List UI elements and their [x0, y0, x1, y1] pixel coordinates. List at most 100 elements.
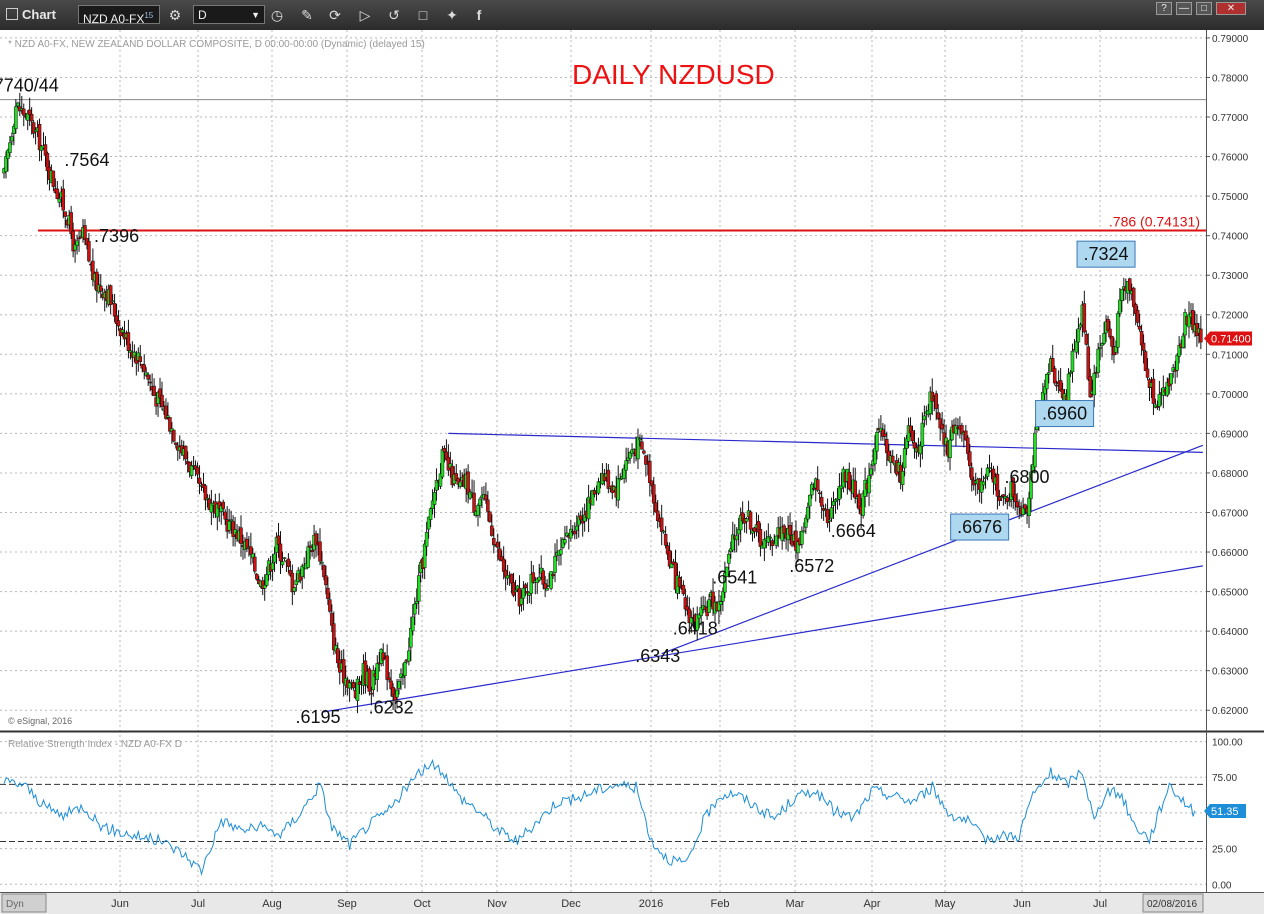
candle-down	[644, 455, 648, 465]
candle-up	[513, 590, 518, 593]
candle-up	[428, 508, 433, 520]
candle-down	[819, 496, 824, 507]
candle-up	[590, 489, 595, 506]
trendline	[448, 432, 1203, 453]
month-label: Nov	[487, 898, 507, 910]
price-annotation: .7396	[94, 226, 139, 246]
candle-up	[950, 426, 954, 441]
play-icon[interactable]: ▷	[359, 7, 371, 23]
candle-down	[37, 124, 42, 151]
symbol-link-icon[interactable]: ⚙	[168, 7, 182, 23]
candle-up	[707, 599, 711, 613]
price-annotation: .7324	[1084, 244, 1129, 264]
candle-up	[320, 562, 324, 564]
pencil-icon[interactable]: ✎	[301, 7, 313, 23]
candle-down	[486, 499, 490, 512]
candle-down	[652, 484, 656, 504]
candle-down	[677, 577, 682, 587]
candle-up	[280, 561, 285, 566]
minimize-button[interactable]: —	[1176, 2, 1192, 15]
price-axis	[1206, 30, 1264, 732]
candle-up	[432, 492, 437, 505]
symbol-delay-badge: 15	[144, 11, 154, 20]
candle-down	[681, 584, 686, 595]
price-tick-label: 0.73000	[1212, 271, 1249, 282]
history-icon[interactable]: ↺	[388, 7, 400, 23]
rsi-title: Relative Strength Index - NZD A0-FX D	[8, 739, 182, 750]
annotation-callout	[950, 513, 1010, 541]
candle-down	[847, 471, 852, 490]
close-button[interactable]: ✕	[1216, 2, 1246, 15]
month-label: Feb	[711, 898, 730, 910]
copyright-label: © eSignal, 2016	[8, 716, 72, 726]
candle-up	[734, 535, 739, 541]
candle-up	[802, 530, 806, 533]
price-tick-label: 0.67000	[1212, 508, 1249, 519]
candle-down	[351, 682, 356, 689]
chart-title: DAILY NZDUSD	[572, 59, 775, 90]
candle-down	[116, 320, 121, 327]
price-tick-label: 0.71000	[1212, 350, 1249, 361]
symbol-input[interactable]: NZD A0-FX15	[78, 5, 160, 26]
candle-up	[954, 425, 958, 435]
candle-up	[1181, 335, 1185, 348]
refresh-icon[interactable]: ⟳	[329, 7, 341, 23]
restore-button[interactable]: □	[1196, 2, 1212, 15]
candle-down	[541, 570, 545, 585]
interval-value: D	[198, 8, 207, 22]
help-button[interactable]: ?	[1156, 2, 1172, 15]
price-tick-label: 0.76000	[1212, 153, 1249, 164]
comment-icon[interactable]: □	[418, 7, 428, 23]
candle-down	[29, 113, 34, 122]
candle-down	[910, 430, 915, 442]
candle-up	[166, 415, 170, 418]
month-label: Dec	[561, 898, 581, 910]
candle-down	[490, 525, 494, 536]
facebook-icon[interactable]: f	[476, 7, 482, 23]
candle-down	[853, 480, 857, 499]
candle-down	[91, 260, 95, 281]
candle-down	[61, 188, 65, 211]
candle-up	[537, 576, 541, 581]
candle-up	[669, 562, 674, 569]
toolbar: Chart NZD A0-FX15 ⚙ D ▼ ◷ ✎ ⟳ ▷ ↺ □ ✦ f …	[0, 0, 1264, 31]
twitter-icon[interactable]: ✦	[446, 7, 458, 23]
annotation-callout	[1035, 400, 1095, 428]
month-label: May	[935, 898, 956, 910]
candle-up	[403, 662, 407, 677]
candle-down	[758, 529, 763, 547]
interval-select[interactable]: D ▼	[193, 5, 265, 24]
candle-down	[1155, 406, 1160, 408]
candle-down	[606, 469, 611, 489]
candle-up	[440, 449, 445, 478]
price-annotation: .6960	[1042, 404, 1087, 424]
price-annotation: .6676	[957, 517, 1002, 537]
candle-up	[727, 553, 731, 564]
candle-down	[152, 385, 156, 396]
dyn-button[interactable]	[1, 893, 47, 913]
candle-down	[1141, 342, 1146, 351]
candle-down	[501, 558, 506, 572]
lines-layer: .786 (0.74131)	[0, 99, 1206, 713]
rsi-value-label: 51.35	[1211, 806, 1239, 818]
price-tick-label: 0.62000	[1212, 706, 1249, 717]
chevron-down-icon: ▼	[251, 10, 260, 20]
candle-down	[77, 237, 81, 240]
clock-icon[interactable]: ◷	[270, 7, 284, 23]
candle-down	[782, 525, 786, 534]
price-annotation: .6664	[831, 521, 876, 541]
candle-up	[529, 574, 534, 594]
candle-down	[328, 599, 332, 612]
candle-down	[543, 583, 547, 589]
candle-up	[397, 681, 401, 689]
x-axis-labels: Jun Jul Aug Sep Oct Nov Dec 2016 Feb Mar Apr May Jun…	[111, 898, 1107, 910]
trendline	[661, 444, 1204, 655]
candle-up	[719, 601, 723, 605]
price-annotation: .6195	[296, 707, 341, 727]
candle-down	[1131, 287, 1136, 308]
annotations-layer: .7740/44 .7564 .7396 .6195 .6232 .6418 .6343 .6…	[0, 76, 1136, 727]
candle-down	[511, 582, 516, 596]
rsi-tick-label: 0.00	[1212, 880, 1232, 891]
chart-area: 0.62000 0.63000 0.64000 0.65000 0.66000 0.670…	[0, 30, 1264, 914]
candle-down	[324, 575, 328, 586]
